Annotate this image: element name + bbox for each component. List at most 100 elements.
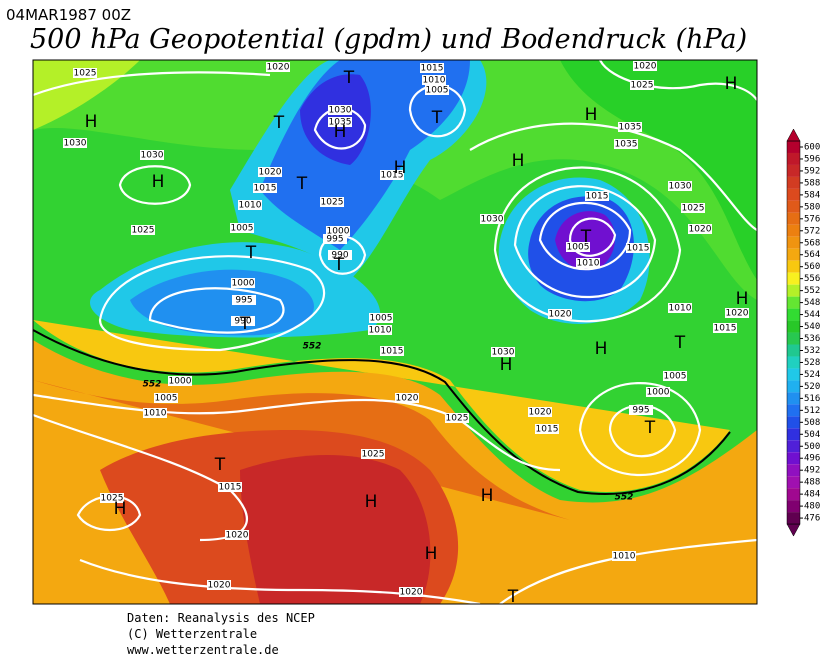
pressure-center: T [644,418,656,438]
isobar-label: 1035 [615,140,638,150]
contour-label: 552 [143,380,162,390]
isobar-label: 1020 [529,408,552,418]
isobar-label: 1015 [627,244,650,254]
isobar-label: 1015 [421,64,444,74]
isobar-label-bg [380,170,404,180]
pressure-center: T [273,113,285,133]
isobar-label-bg [626,243,650,253]
isobar-label: 1020 [634,62,657,72]
isobar-label: 1020 [549,310,572,320]
colorbar-label: 540 [804,322,820,332]
isobar-label-bg [225,530,249,540]
pressure-center: H [595,339,608,359]
isobar-label-bg [713,323,737,333]
contour-label: 552 [303,342,322,352]
colorbar-band [787,296,800,309]
colorbar-label: 520 [804,382,820,392]
isobar-label: 1020 [259,168,282,178]
isobar-label-bg [399,587,423,597]
colorbar-label: 548 [804,298,820,308]
colorbar-label: 552 [804,286,820,296]
isobar-label: 1005 [426,86,449,96]
isobar-label-bg [140,150,164,160]
isobar-label: 1030 [669,182,692,192]
colorbar-band [787,308,800,321]
isobar-label-bg [548,309,572,319]
isobar-label-bg [480,214,504,224]
isobar-label-bg [688,224,712,234]
isobar-label-bg [422,75,446,85]
pressure-center: T [333,255,345,275]
isobar-label: 1015 [254,184,277,194]
isobar-label: 1030 [141,151,164,161]
isobar-label: 1010 [613,552,636,562]
pressure-center: T [507,587,519,607]
colorbar-arrow [786,128,801,142]
colorbar-band [787,476,800,489]
colorbar-band [787,512,800,525]
isobar-label-bg [361,449,385,459]
colorbar-label: 516 [804,394,820,404]
colorbar-band [787,392,800,405]
footer-line: (C) Wetterzentrale [127,627,257,641]
isobar-label: 990 [234,317,251,327]
isobar-label: 995 [326,235,343,245]
colorbar-band [787,452,800,465]
isobar-label-bg [368,325,392,335]
isobar-label-bg [73,68,97,78]
colorbar-band [787,248,800,261]
colorbar-band [787,284,800,297]
footer-line: Daten: Reanalysis des NCEP [127,611,315,625]
colorbar-band [787,356,800,369]
isobar-label-bg [420,63,444,73]
colorbar-label: 488 [804,478,820,488]
isobar-label-bg [566,242,590,252]
isobar-label: 1005 [567,243,590,253]
colorbar-band [787,488,800,501]
colorbar-label: 600 [804,143,820,153]
isobar-label-bg [614,139,638,149]
pressure-center: H [334,122,347,142]
isobar-label: 1035 [619,123,642,133]
colorbar-band [787,236,800,249]
colorbar-label: 532 [804,346,820,356]
map-field [33,60,757,604]
pressure-center: H [425,544,438,564]
isobar-label: 1005 [664,372,687,382]
isobar-label: 1035 [329,118,352,128]
pressure-center: T [239,314,251,334]
isobar-label: 1025 [101,494,124,504]
isobar-label: 990 [331,251,348,261]
colorbar-label: 588 [804,178,820,188]
isobar-label: 995 [235,296,252,306]
isobar-label-bg [380,346,404,356]
isobar-label-bg [668,303,692,313]
colorbar-band [787,320,800,333]
isobar-label: 1025 [74,69,97,79]
colorbar-band [787,464,800,477]
isobar-label: 1015 [219,483,242,493]
isobar-label-bg [491,347,515,357]
pressure-center: H [736,289,749,309]
isobar-label: 1015 [381,171,404,181]
isobar-label: 1015 [714,324,737,334]
colorbar-label: 500 [804,442,820,452]
colorbar-label: 512 [804,406,820,416]
pressure-center: T [214,455,226,475]
isobar-label: 1030 [64,139,87,149]
colorbar-label: 576 [804,214,820,224]
colorbar-band [787,404,800,417]
colorbar-label: 584 [804,190,820,200]
isobar-label-bg [63,138,87,148]
footer-line: www.wetterzentrale.de [127,643,279,656]
colorbar-band [787,500,800,513]
isobar-label: 1000 [327,227,350,237]
isobar-label: 1025 [132,226,155,236]
colorbar-label: 508 [804,418,820,428]
isobar-label-bg [326,226,350,236]
isobar-label: 1025 [362,450,385,460]
isobar-label: 1020 [226,531,249,541]
colorbar-label: 524 [804,370,820,380]
isobar-label: 1015 [536,425,559,435]
isobar-label-bg [576,258,600,268]
